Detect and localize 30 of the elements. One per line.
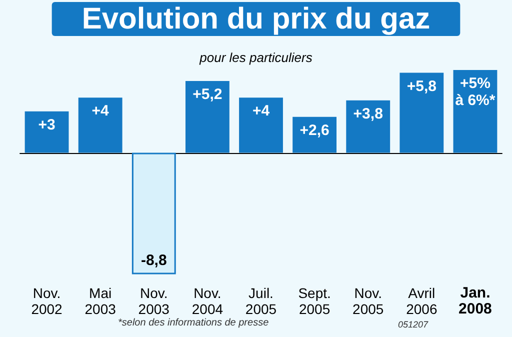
x-tick-label: Juil. 2005 (245, 285, 277, 317)
bar (346, 100, 390, 153)
text: 051207 (398, 320, 430, 330)
data-label: +4 (92, 102, 110, 120)
data-label: +3,8 (353, 105, 383, 122)
bar (239, 98, 283, 153)
x-tick-label: Jan. 2008 (458, 284, 492, 318)
x-tick-label: Avril 2006 (406, 285, 438, 317)
chart-title: Evolution du prix du gaz (82, 2, 430, 36)
x-tick-label: Nov. 2002 (31, 285, 63, 317)
data-label: +2,6 (300, 122, 330, 139)
x-tick-label: Nov. 2005 (352, 285, 384, 317)
bar (292, 116, 337, 153)
x-tick-label: Sept. 2005 (298, 285, 331, 317)
data-label: +3 (38, 116, 56, 134)
x-tick-label: Mai 2003 (84, 285, 116, 317)
bar (400, 72, 444, 153)
data-label: +5,8 (406, 78, 436, 95)
text: *selon des informations de presse (118, 318, 270, 328)
chart-subtitle: pour les particuliers (198, 50, 313, 65)
bar (78, 98, 122, 153)
data-label: -8,8 (140, 252, 167, 270)
data-label: +4 (252, 102, 270, 120)
x-tick-label: Nov. 2003 (138, 285, 170, 317)
bar (132, 152, 176, 274)
data-label: +5,2 (192, 86, 222, 104)
x-tick-label: Nov. 2004 (192, 285, 224, 317)
bar (185, 81, 230, 153)
bar (24, 111, 69, 153)
data-label: +5% à 6%* (455, 75, 496, 109)
